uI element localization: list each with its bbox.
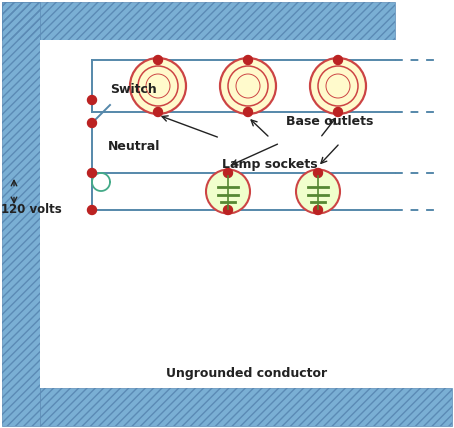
Circle shape [243,56,252,65]
Circle shape [153,107,163,116]
Circle shape [243,107,252,116]
Text: Neutral: Neutral [108,140,160,153]
Circle shape [88,169,97,178]
Circle shape [153,56,163,65]
Bar [40,388,452,426]
Bar [2,2,395,40]
Circle shape [310,58,366,114]
Circle shape [223,205,232,214]
Text: Switch: Switch [110,83,157,96]
Circle shape [130,58,186,114]
Circle shape [206,169,250,214]
Circle shape [314,169,322,178]
Text: Lamp sockets: Lamp sockets [222,158,318,171]
Text: Ungrounded conductor: Ungrounded conductor [167,366,328,380]
Bar [40,388,452,426]
Circle shape [220,58,276,114]
Circle shape [314,205,322,214]
Bar [393,40,452,388]
Circle shape [296,169,340,214]
Circle shape [88,205,97,214]
Circle shape [223,169,232,178]
Bar [2,2,40,426]
Circle shape [88,95,97,104]
Circle shape [88,119,97,128]
Bar [40,40,393,388]
Bar [2,2,395,40]
Text: Base outlets: Base outlets [286,115,374,128]
Bar [2,2,40,426]
Circle shape [334,107,342,116]
Circle shape [334,56,342,65]
Text: 120 volts: 120 volts [1,203,62,216]
